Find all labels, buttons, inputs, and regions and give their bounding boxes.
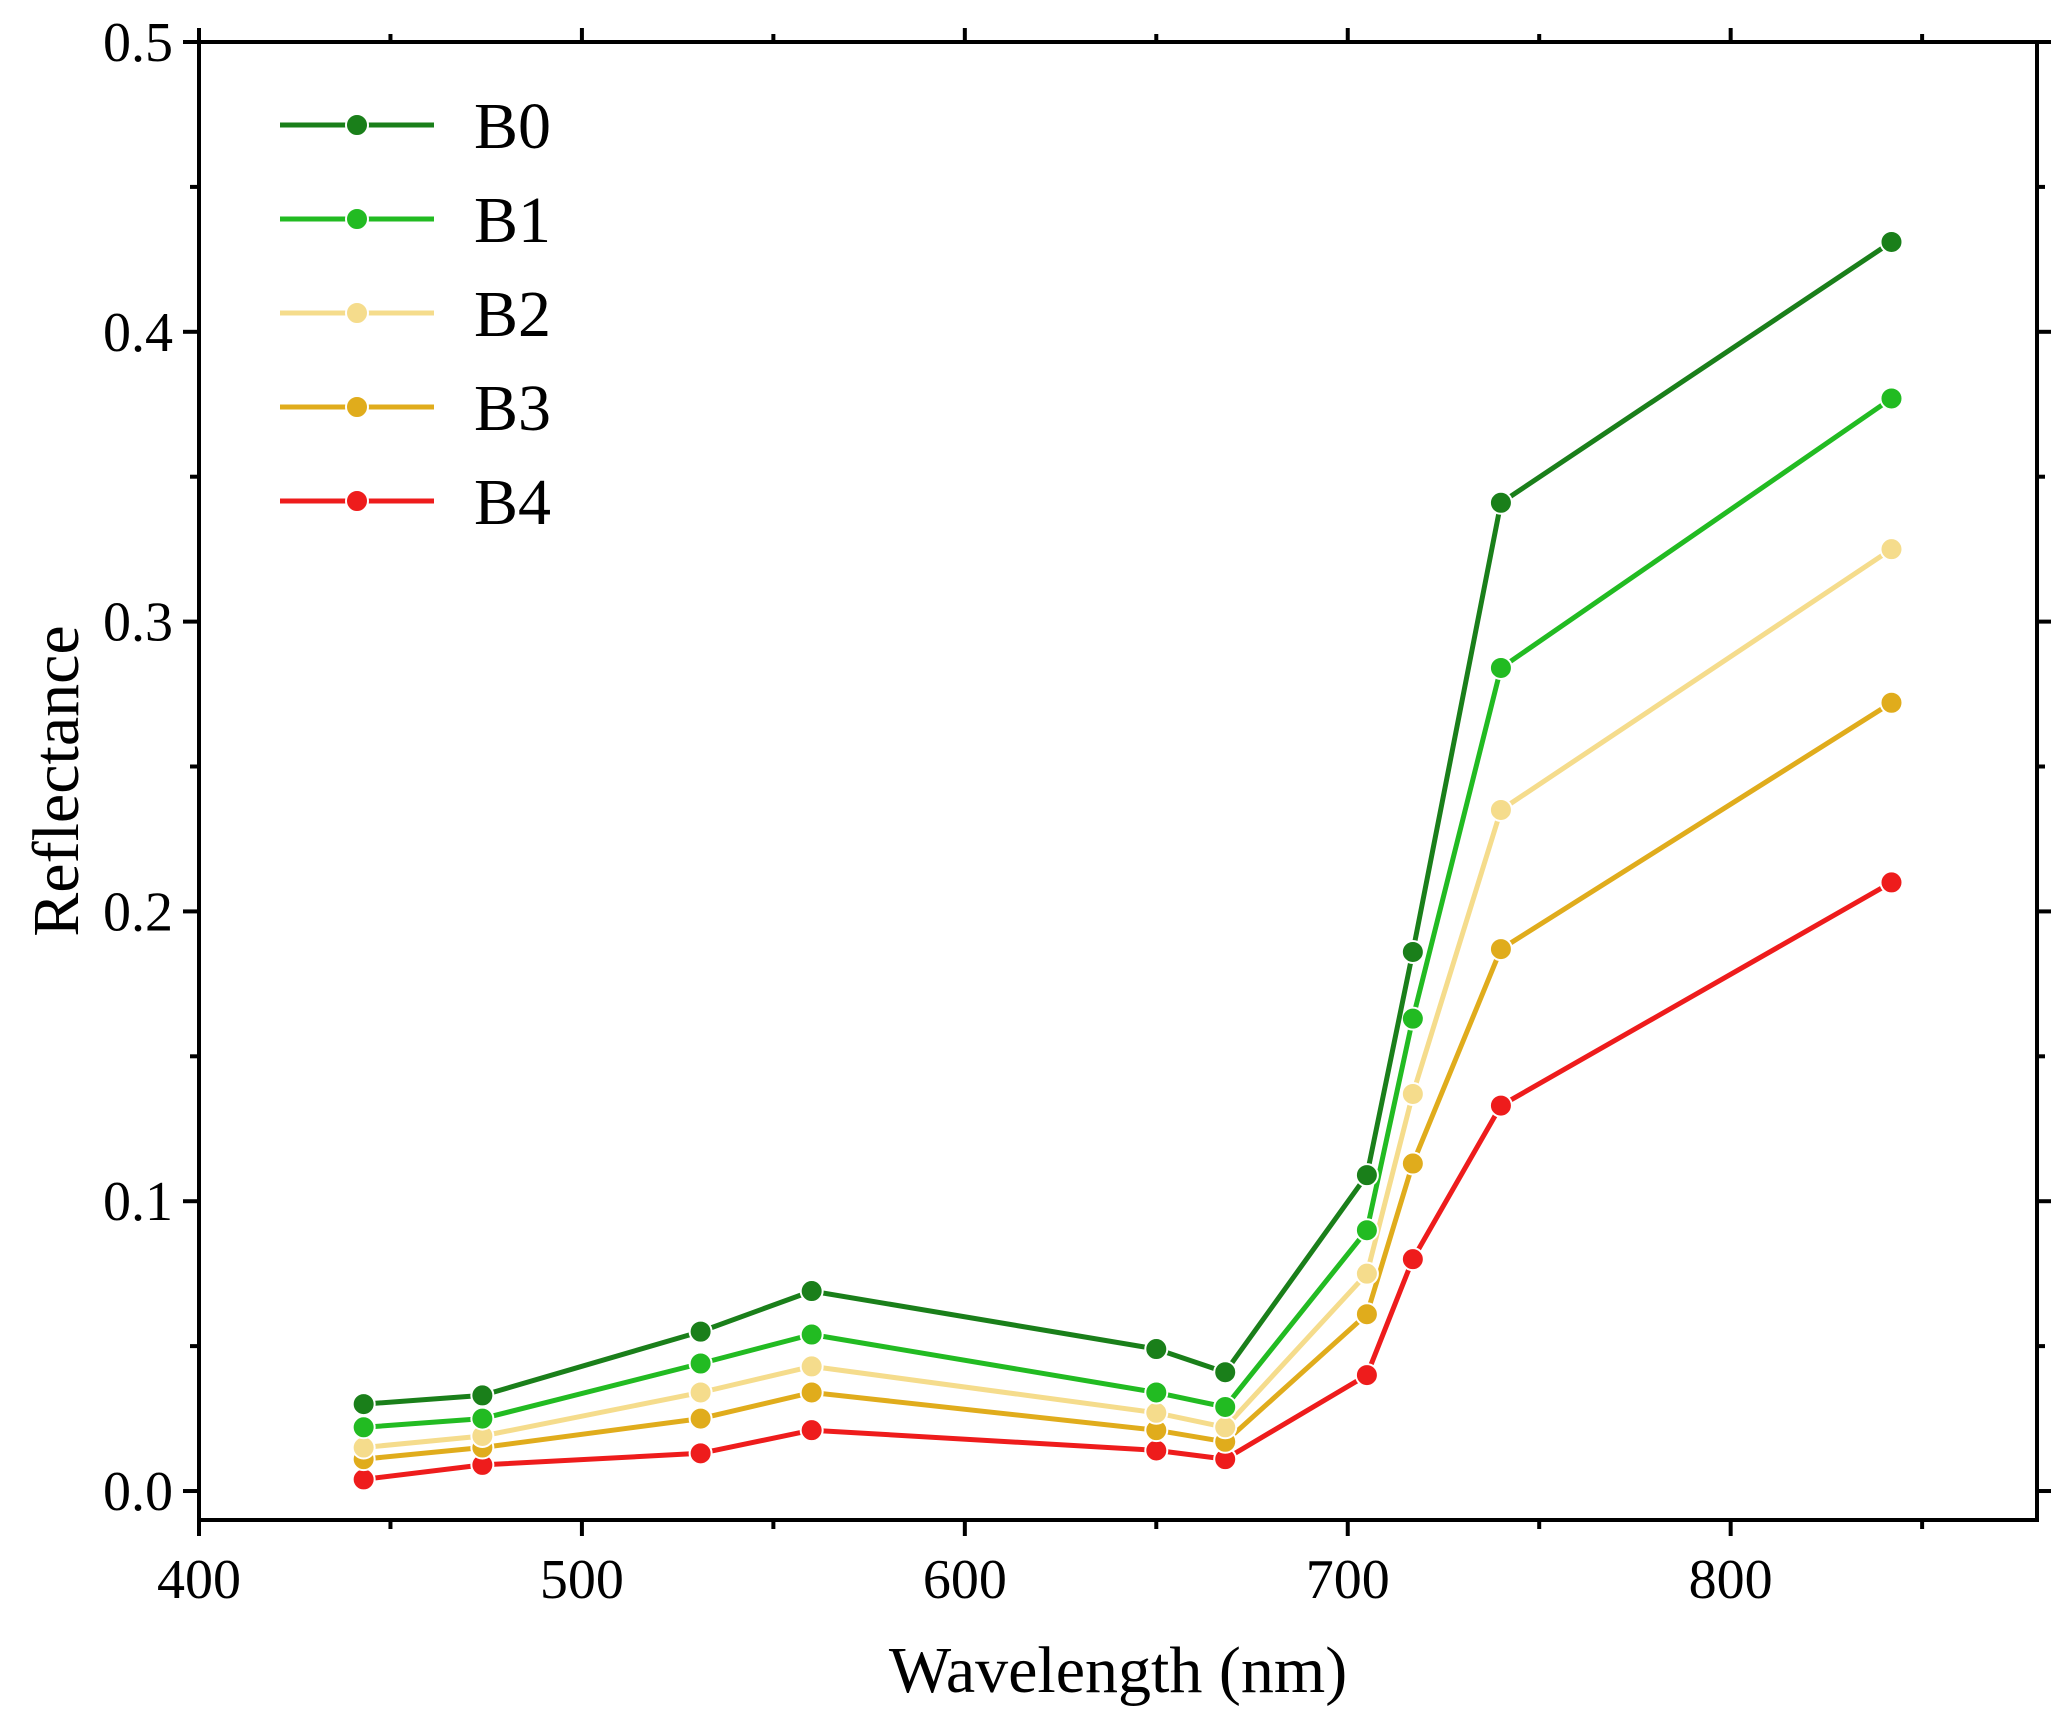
data-point [1488,655,1513,680]
series-line [363,880,1893,1482]
data-point [688,1406,713,1431]
legend-item-b2: B2 [280,278,551,351]
y-tick-label: 0.0 [103,1461,173,1523]
axis-ticks [183,28,2051,1536]
data-point [1144,1438,1169,1463]
data-point [470,1383,495,1408]
x-tick-label: 600 [923,1549,1007,1611]
data-point [799,1380,824,1405]
series-b0 [351,229,1904,1417]
data-point [799,1354,824,1379]
data-point [1144,1400,1169,1425]
legend-marker [345,113,369,137]
y-tick-label: 0.3 [103,592,173,654]
data-point [1354,1218,1379,1243]
data-point [688,1380,713,1405]
data-point [1879,386,1904,411]
data-point [688,1351,713,1376]
data-point [799,1418,824,1443]
legend-label: B0 [474,90,551,163]
data-point [1488,937,1513,962]
y-axis-title: Reflectance [20,625,93,936]
x-axis-title: Wavelength (nm) [889,1634,1347,1707]
data-point [1213,1360,1238,1385]
data-point [688,1319,713,1344]
data-point [688,1441,713,1466]
data-point [1144,1337,1169,1362]
series-layer [351,229,1904,1492]
data-point [1879,537,1904,562]
legend-item-b1: B1 [280,184,551,257]
data-point [1354,1302,1379,1327]
data-point [1213,1415,1238,1440]
legend-label: B2 [474,278,551,351]
series-b2 [351,537,1904,1460]
data-point [799,1279,824,1304]
data-point [1400,1151,1425,1176]
legend-marker [345,395,369,419]
data-point [1488,490,1513,515]
data-point [1400,1006,1425,1031]
series-b3 [351,690,1904,1472]
data-point [351,1435,376,1460]
series-line [363,547,1893,1450]
data-point [1400,939,1425,964]
legend-label: B4 [474,466,551,539]
y-tick-label: 0.2 [103,881,173,943]
data-point [1354,1163,1379,1188]
data-point [351,1392,376,1417]
legend-item-b0: B0 [280,90,551,163]
data-point [1879,870,1904,895]
y-tick-label: 0.4 [103,302,173,364]
data-point [470,1406,495,1431]
data-point [1488,1093,1513,1118]
data-point [1144,1380,1169,1405]
x-tick-label: 500 [540,1549,624,1611]
data-point [1879,229,1904,254]
legend-label: B1 [474,184,551,257]
series-line [363,700,1893,1462]
series-line [363,239,1893,1407]
data-point [351,1415,376,1440]
data-point [1354,1363,1379,1388]
x-tick-label: 700 [1306,1549,1390,1611]
x-tick-label: 400 [157,1549,241,1611]
legend-item-b3: B3 [280,372,551,445]
legend-marker [345,489,369,513]
series-b4 [351,870,1904,1492]
plot-frame [197,40,2039,1522]
x-tick-label: 800 [1689,1549,1773,1611]
data-point [1488,797,1513,822]
legend-marker [345,207,369,231]
data-point [351,1467,376,1492]
y-tick-label: 0.5 [103,12,173,74]
y-tick-label: 0.1 [103,1171,173,1233]
data-point [1354,1261,1379,1286]
data-point [1879,690,1904,715]
data-point [799,1322,824,1347]
axis-tick-labels: 400 500 600 700 800 0.0 0.1 0.2 0.3 0.4 0.5 [103,12,1773,1611]
series-line [363,396,1893,1430]
data-point [1400,1247,1425,1272]
data-point [1213,1394,1238,1419]
legend: B0 B1 B2 B3 B4 [280,90,551,539]
data-point [1400,1081,1425,1106]
legend-item-b4: B4 [280,466,551,539]
series-b1 [351,386,1904,1440]
legend-marker [345,301,369,325]
legend-label: B3 [474,372,551,445]
